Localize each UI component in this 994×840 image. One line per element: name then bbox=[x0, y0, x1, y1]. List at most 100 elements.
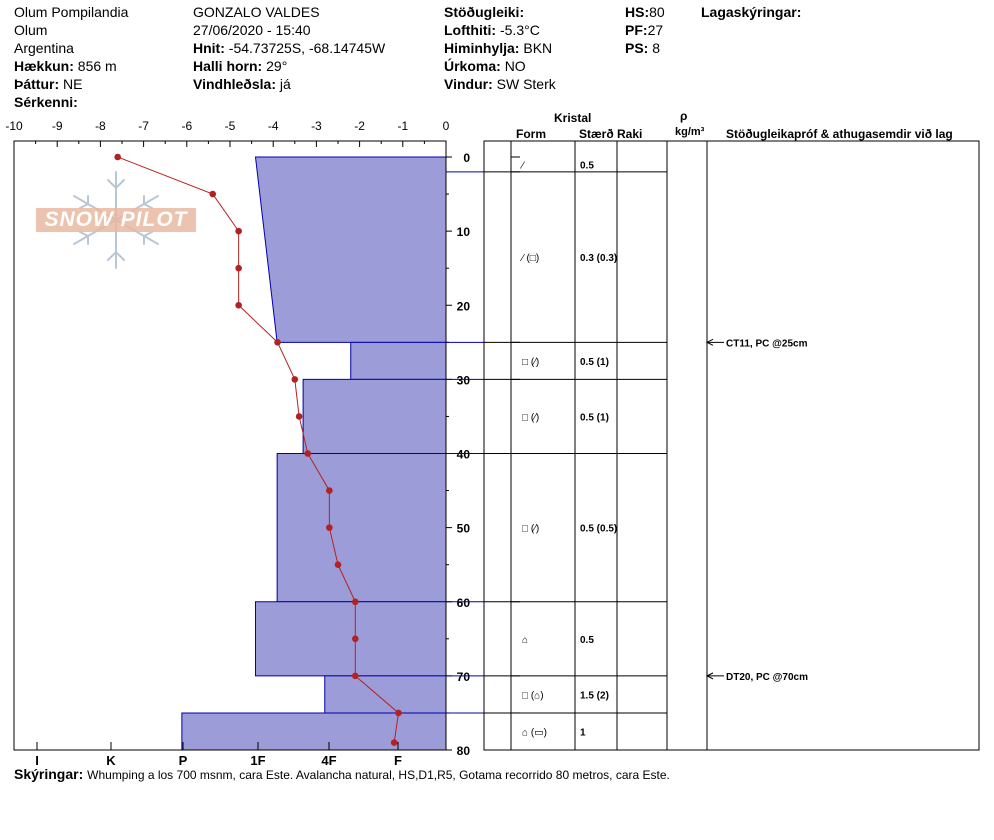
hardness-tick-label: P bbox=[179, 753, 188, 768]
hardness-layer-bar bbox=[254, 156, 447, 343]
wind: Vindur: SW Sterk bbox=[444, 76, 556, 92]
coordinates: Hnit: -54.73725S, -68.14745W bbox=[193, 40, 385, 56]
layer-size-value: 1.5 (2) bbox=[580, 690, 609, 701]
temperature-tick-label: -7 bbox=[138, 119, 149, 133]
slope-value: 29° bbox=[266, 58, 288, 74]
hs-value: 80 bbox=[649, 4, 665, 20]
layer-form-symbol: □ (⌂) bbox=[522, 690, 544, 701]
temperature-tick-label: -2 bbox=[354, 119, 365, 133]
density-unit-header: kg/m³ bbox=[675, 126, 705, 138]
air-temp-label: Lofthiti: bbox=[444, 22, 497, 38]
temperature-point bbox=[351, 672, 359, 680]
layers-grid-frame bbox=[483, 140, 980, 751]
temperature-tick-label: -6 bbox=[181, 119, 192, 133]
layer-size-value: 0.5 (1) bbox=[580, 412, 609, 423]
hardness-tick-label: F bbox=[394, 753, 402, 768]
temperature-point bbox=[326, 524, 333, 531]
temperature-tick-label: -9 bbox=[52, 119, 63, 133]
temperature-tick-label: -3 bbox=[311, 119, 322, 133]
location-name: Olum Pompilandia bbox=[14, 4, 129, 20]
watermark-text: SNOW PILOT bbox=[36, 208, 196, 232]
slope-label: Halli horn: bbox=[193, 58, 263, 74]
ps-label: PS: bbox=[625, 40, 649, 56]
layer-size-value: 0.5 (0.5) bbox=[580, 524, 617, 535]
temperature-point bbox=[114, 153, 121, 161]
depth-tick-label: 60 bbox=[457, 596, 471, 610]
temperature-point bbox=[304, 450, 312, 457]
rho-header: ρ bbox=[680, 109, 688, 123]
stability-test-label: CT11, PC @25cm bbox=[726, 338, 808, 349]
depth-tick-label: 80 bbox=[457, 744, 471, 758]
wind-value: SW Sterk bbox=[496, 76, 556, 92]
hardness-tick-label: 1F bbox=[250, 753, 265, 768]
layer-size-value: 0.5 bbox=[580, 160, 594, 171]
observation-datetime: 27/06/2020 - 15:40 bbox=[193, 22, 311, 38]
wind-loading: Vindhleðsla: já bbox=[193, 76, 291, 92]
layer-size-value: 0.5 (1) bbox=[580, 357, 609, 368]
form-header: Form bbox=[516, 127, 546, 141]
precip-label: Úrkoma: bbox=[444, 58, 501, 74]
temperature-tick-label: -1 bbox=[397, 119, 408, 133]
depth-tick-label: 0 bbox=[463, 151, 470, 165]
moisture-header: Raki bbox=[617, 127, 643, 141]
hardness-tick-label: K bbox=[106, 753, 116, 768]
layers-label: Lagaskýringar: bbox=[701, 4, 802, 20]
observer-name: GONZALO VALDES bbox=[193, 4, 320, 20]
layer-form-symbol: □ (⁄) bbox=[522, 524, 539, 535]
temperature-point bbox=[334, 561, 342, 568]
stability-test-label: DT20, PC @70cm bbox=[726, 672, 808, 683]
air-temp: Lofthiti: -5.3°C bbox=[444, 22, 540, 38]
temperature-point bbox=[295, 413, 303, 420]
temperature-point bbox=[235, 264, 242, 272]
ps-value: 8 bbox=[652, 40, 661, 56]
layer-form-symbol: □ (⁄) bbox=[522, 412, 539, 423]
temperature-tick-label: 0 bbox=[443, 119, 450, 133]
temperature-point bbox=[351, 598, 359, 606]
precipitation: Úrkoma: NO bbox=[444, 58, 526, 74]
layer-size-value: 0.3 (0.3) bbox=[580, 253, 617, 264]
coords-label: Hnit: bbox=[193, 40, 225, 56]
layer-form-symbol: ⁄ bbox=[519, 160, 525, 171]
notes-label-text: Skýringar: bbox=[14, 766, 84, 782]
ps: PS: 8 bbox=[625, 40, 660, 56]
country-name: Argentina bbox=[14, 40, 74, 56]
temperature-point bbox=[209, 190, 217, 198]
stability-test-arrow bbox=[705, 672, 714, 680]
hardness-layer-bar bbox=[276, 453, 447, 603]
elevation-value: 856 m bbox=[77, 58, 117, 74]
notes-value: Whumping a los 700 msnm, cara Este. Aval… bbox=[87, 768, 670, 782]
snowpilot-watermark: SNOW PILOT bbox=[36, 170, 196, 270]
stability-test-arrow bbox=[705, 338, 714, 346]
temperature-tick-label: -5 bbox=[225, 119, 236, 133]
pf-value: 27 bbox=[647, 22, 664, 38]
layer-size-value: 0.5 bbox=[580, 635, 594, 646]
temperature-tick-label: -4 bbox=[268, 119, 279, 133]
hardness-layer-bar bbox=[324, 675, 447, 714]
layer-form-symbol: ⁄ (□) bbox=[519, 253, 539, 264]
pf: PF:27 bbox=[625, 22, 663, 38]
hardness-layer-bar bbox=[350, 341, 447, 380]
hardness-layer-bar bbox=[254, 601, 447, 677]
temperature-point bbox=[390, 739, 398, 746]
sky-cover: Himinhylja: BKN bbox=[444, 40, 552, 56]
zone-name: Olum bbox=[14, 22, 48, 38]
precip-value: NO bbox=[504, 58, 526, 74]
hs: HS:80 bbox=[625, 4, 665, 20]
temperature-point bbox=[274, 339, 281, 346]
notes-row: Skýringar: Whumping a los 700 msnm, cara… bbox=[14, 766, 670, 783]
layer-size-value: 1 bbox=[580, 727, 586, 738]
temperature-point bbox=[291, 376, 299, 383]
hardness-layer-bar bbox=[181, 712, 447, 751]
layer-form-symbol: ⌂ (▭) bbox=[522, 727, 547, 738]
depth-tick-label: 40 bbox=[457, 448, 471, 462]
temperature-point bbox=[395, 709, 402, 717]
specifics-label: Sérkenni: bbox=[14, 94, 78, 110]
hardness-tick-label: 4F bbox=[321, 753, 336, 768]
depth-tick-label: 50 bbox=[457, 522, 471, 536]
aspect-value: NE bbox=[63, 76, 83, 92]
depth-tick-label: 10 bbox=[457, 225, 471, 239]
layer-form-symbol: ⌂ bbox=[522, 635, 528, 646]
size-header: Stærð bbox=[579, 127, 614, 141]
wind-loading-value: já bbox=[279, 76, 291, 92]
